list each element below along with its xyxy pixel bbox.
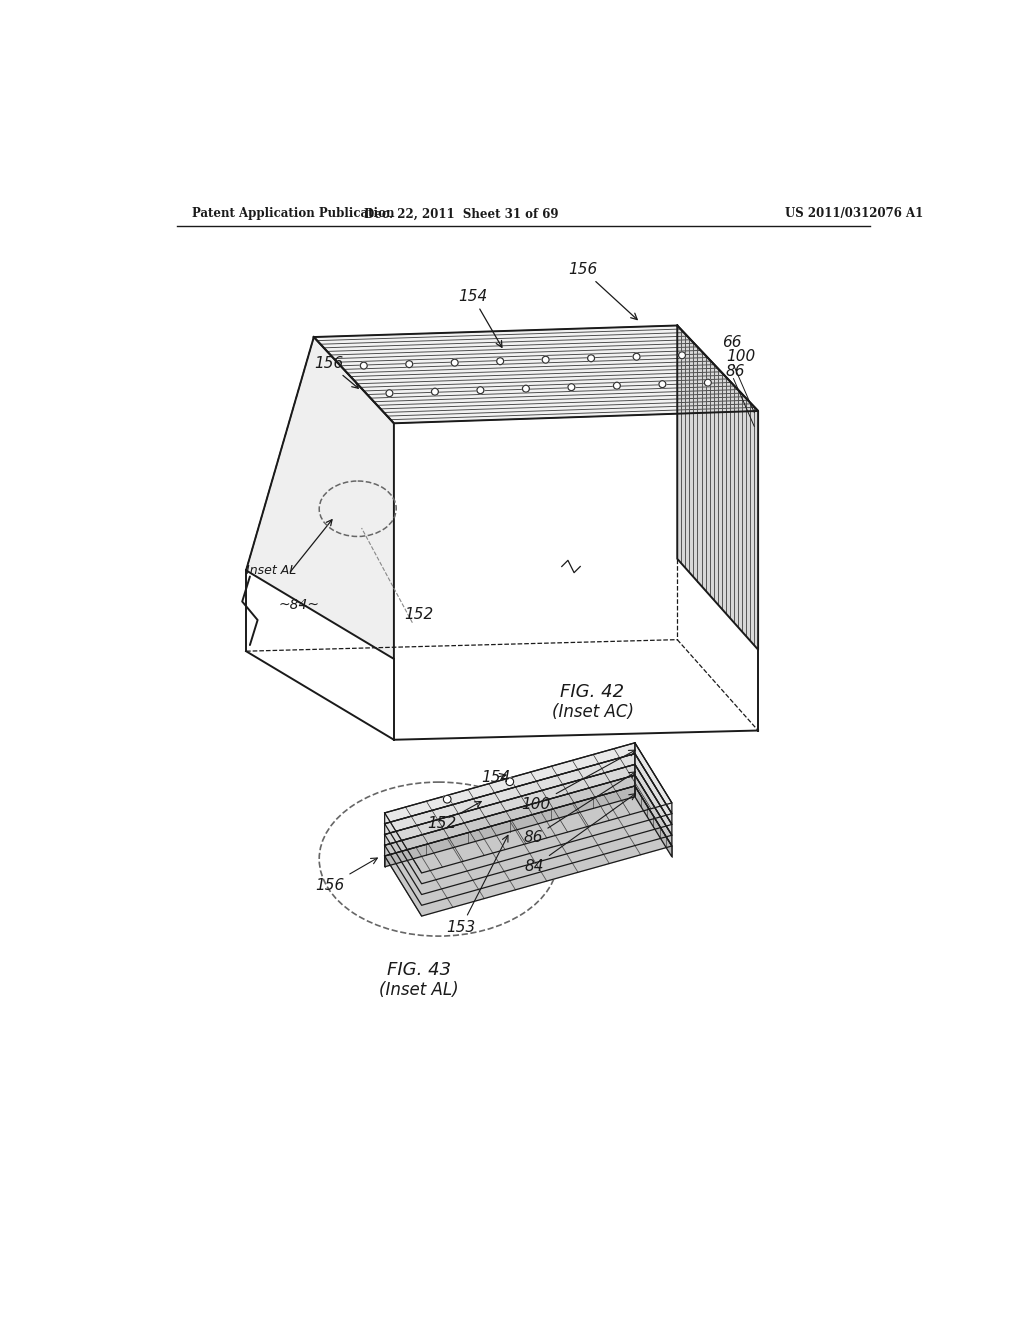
Text: 156: 156 bbox=[315, 858, 377, 892]
Polygon shape bbox=[385, 743, 635, 824]
Polygon shape bbox=[635, 775, 672, 846]
Polygon shape bbox=[635, 754, 672, 825]
Text: ~84~: ~84~ bbox=[279, 598, 319, 612]
Polygon shape bbox=[677, 326, 758, 649]
Circle shape bbox=[452, 359, 458, 366]
Text: 86: 86 bbox=[726, 363, 745, 379]
Text: 100: 100 bbox=[726, 348, 755, 364]
Polygon shape bbox=[385, 764, 635, 845]
Polygon shape bbox=[385, 754, 635, 834]
Text: 86: 86 bbox=[523, 772, 635, 845]
Text: Patent Application Publication: Patent Application Publication bbox=[193, 207, 394, 220]
Polygon shape bbox=[635, 743, 672, 813]
Text: FIG. 42: FIG. 42 bbox=[560, 684, 625, 701]
Polygon shape bbox=[313, 326, 758, 424]
Text: 66: 66 bbox=[722, 335, 741, 350]
Text: 152: 152 bbox=[427, 801, 481, 832]
Text: 84: 84 bbox=[524, 793, 636, 874]
Text: 156: 156 bbox=[313, 356, 358, 388]
Text: Dec. 22, 2011  Sheet 31 of 69: Dec. 22, 2011 Sheet 31 of 69 bbox=[365, 207, 559, 220]
Polygon shape bbox=[385, 785, 635, 867]
Text: 152: 152 bbox=[403, 607, 433, 622]
Polygon shape bbox=[385, 775, 635, 855]
Polygon shape bbox=[385, 754, 672, 884]
Circle shape bbox=[406, 360, 413, 367]
Text: 154: 154 bbox=[458, 289, 502, 347]
Text: Inset AL: Inset AL bbox=[246, 564, 296, 577]
Circle shape bbox=[497, 358, 504, 364]
Text: 153: 153 bbox=[446, 836, 508, 936]
Text: FIG. 43: FIG. 43 bbox=[387, 961, 452, 978]
Polygon shape bbox=[385, 785, 672, 916]
Polygon shape bbox=[246, 337, 394, 659]
Circle shape bbox=[506, 777, 514, 785]
Polygon shape bbox=[385, 743, 672, 873]
Circle shape bbox=[588, 355, 595, 362]
Text: (Inset AL): (Inset AL) bbox=[380, 981, 459, 999]
Circle shape bbox=[568, 384, 574, 391]
Polygon shape bbox=[385, 764, 672, 895]
Polygon shape bbox=[635, 764, 672, 836]
Text: US 2011/0312076 A1: US 2011/0312076 A1 bbox=[785, 207, 924, 220]
Circle shape bbox=[679, 352, 685, 359]
Circle shape bbox=[477, 387, 484, 393]
Circle shape bbox=[542, 356, 549, 363]
Circle shape bbox=[360, 362, 368, 370]
Circle shape bbox=[633, 354, 640, 360]
Circle shape bbox=[386, 389, 393, 397]
Text: 100: 100 bbox=[521, 750, 635, 812]
Text: 156: 156 bbox=[568, 261, 637, 319]
Text: 154: 154 bbox=[481, 770, 510, 785]
Circle shape bbox=[522, 385, 529, 392]
Text: (Inset AC): (Inset AC) bbox=[552, 704, 634, 722]
Circle shape bbox=[443, 796, 452, 803]
Polygon shape bbox=[635, 785, 672, 857]
Circle shape bbox=[613, 383, 621, 389]
Polygon shape bbox=[385, 775, 672, 906]
Circle shape bbox=[658, 380, 666, 388]
Circle shape bbox=[705, 379, 712, 387]
Circle shape bbox=[431, 388, 438, 395]
